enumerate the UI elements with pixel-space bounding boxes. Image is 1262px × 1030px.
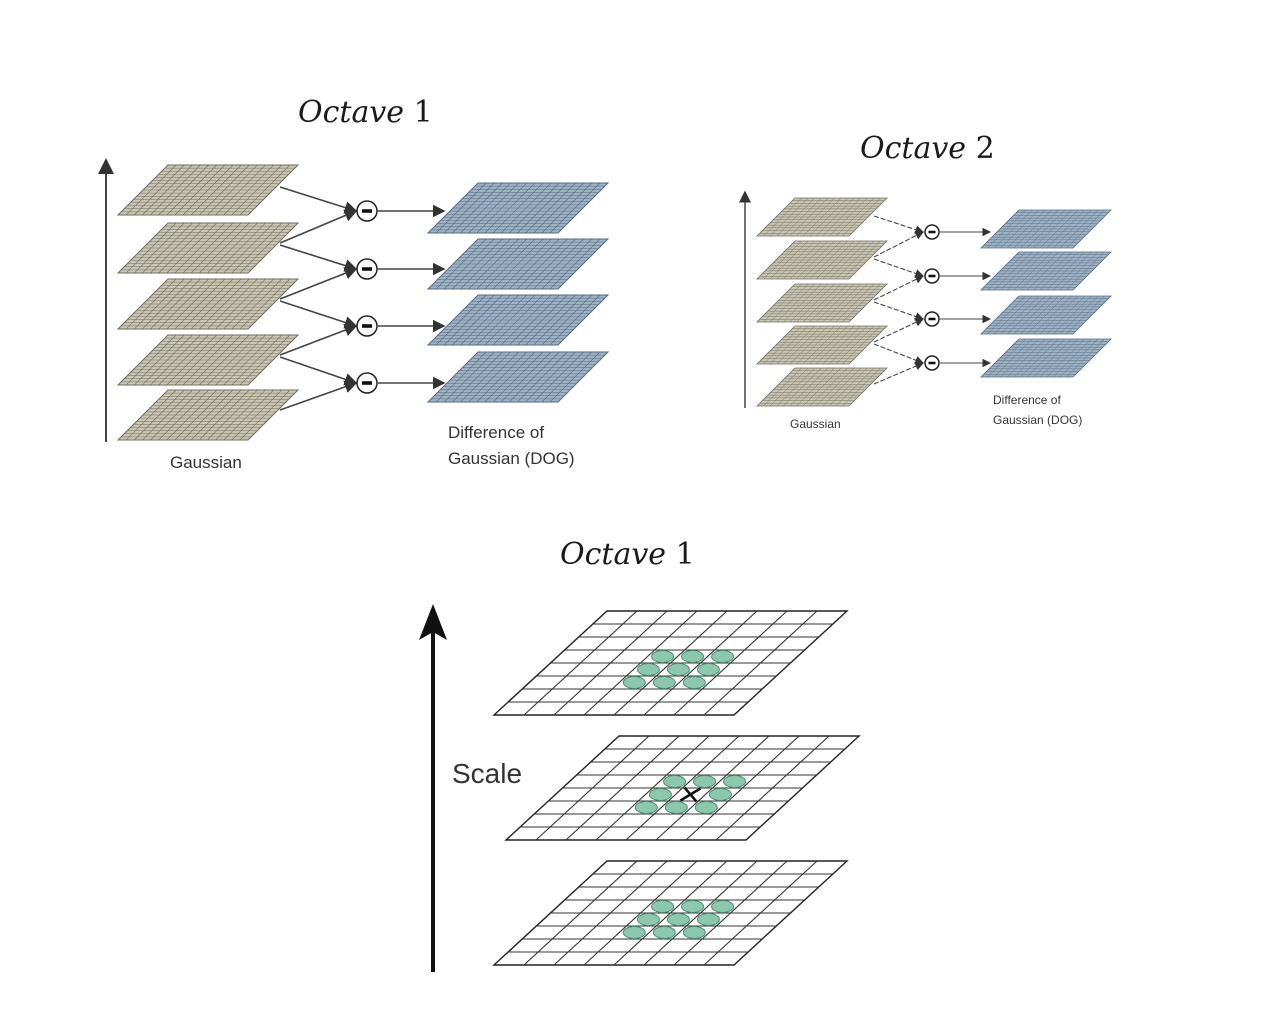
neighbor-sample bbox=[682, 676, 706, 689]
octave1-bottom-title: Octave 1 bbox=[560, 537, 695, 572]
neighbor-sample bbox=[663, 775, 687, 788]
octave2-gaussian-label: Gaussian bbox=[790, 417, 841, 431]
dog-layer bbox=[426, 238, 610, 290]
scale-axis-label: Scale bbox=[452, 758, 522, 789]
neighbor-sample bbox=[651, 900, 675, 913]
octave1-subtraction-links bbox=[279, 186, 446, 411]
octave2-dog-stack bbox=[980, 209, 1112, 378]
neighbor-sample bbox=[696, 663, 720, 676]
scale-layer bbox=[504, 735, 861, 841]
octave1-gaussian-stack bbox=[116, 164, 300, 441]
scale-axis-arrowhead bbox=[419, 604, 447, 640]
neighbor-sample bbox=[723, 775, 747, 788]
neighbor-sample bbox=[652, 926, 676, 939]
subtract-operator bbox=[356, 315, 378, 337]
octave2-title: Octave 2 bbox=[860, 131, 995, 166]
gaussian-layer bbox=[116, 389, 300, 441]
neighbor-sample bbox=[711, 900, 735, 913]
neighbor-sample bbox=[636, 913, 660, 926]
neighbor-sample bbox=[648, 788, 672, 801]
neighbor-sample bbox=[696, 913, 720, 926]
dog-layer bbox=[980, 338, 1112, 378]
dog-layer bbox=[426, 294, 610, 346]
gaussian-layer bbox=[116, 222, 300, 274]
subtract-operator bbox=[356, 372, 378, 394]
octave1-top-title: Octave 1 bbox=[298, 95, 433, 130]
gaussian-layer bbox=[756, 197, 888, 237]
neighbor-sample bbox=[708, 788, 732, 801]
octave2-dog-label-line1: Difference of bbox=[993, 393, 1061, 407]
neighbor-sample bbox=[693, 775, 717, 788]
subtract-operator bbox=[924, 268, 940, 284]
neighbor-sample bbox=[636, 663, 660, 676]
octave1-dog-label-line2: Gaussian (DOG) bbox=[448, 449, 575, 468]
neighbor-sample bbox=[622, 926, 646, 939]
neighbor-sample bbox=[651, 650, 675, 663]
subtract-operator bbox=[924, 311, 940, 327]
octave2-top-panel: Octave 2 Gaussian Difference of Gaussian… bbox=[739, 131, 1112, 431]
octave2-subtraction-links bbox=[873, 215, 992, 385]
octave2-dog-label-line2: Gaussian (DOG) bbox=[993, 413, 1082, 427]
dog-layer bbox=[426, 182, 610, 234]
center-sample-marker bbox=[679, 786, 702, 803]
scale-layer bbox=[492, 610, 849, 716]
octave1-gaussian-label: Gaussian bbox=[170, 453, 242, 472]
neighbor-sample bbox=[652, 676, 676, 689]
neighbor-sample bbox=[682, 926, 706, 939]
neighbor-sample bbox=[666, 663, 690, 676]
subtract-operator bbox=[924, 355, 940, 371]
dog-layer bbox=[980, 251, 1112, 291]
neighbor-sample bbox=[711, 650, 735, 663]
octave2-gaussian-stack bbox=[756, 197, 888, 407]
dog-layer bbox=[426, 351, 610, 403]
neighbor-sample bbox=[634, 801, 658, 814]
dog-layer bbox=[980, 295, 1112, 335]
neighbor-sample bbox=[666, 913, 690, 926]
subtract-operator bbox=[924, 224, 940, 240]
scale-layer bbox=[492, 860, 849, 966]
octave1-dog-stack bbox=[426, 182, 610, 403]
neighbor-sample bbox=[694, 801, 718, 814]
neighbor-sample bbox=[681, 650, 705, 663]
gaussian-layer bbox=[116, 278, 300, 330]
gaussian-layer bbox=[116, 334, 300, 386]
neighbor-sample bbox=[622, 676, 646, 689]
neighbor-sample bbox=[681, 900, 705, 913]
dog-layer bbox=[980, 209, 1112, 249]
octave1-dog-label-line1: Difference of bbox=[448, 423, 544, 442]
octave1-bottom-panel: Octave 1 Scale bbox=[419, 537, 861, 972]
gaussian-layer bbox=[756, 325, 888, 365]
gaussian-layer bbox=[756, 367, 888, 407]
neighbor-sample bbox=[664, 801, 688, 814]
subtract-operator bbox=[356, 258, 378, 280]
gaussian-layer bbox=[756, 283, 888, 323]
subtract-operator bbox=[356, 200, 378, 222]
neighborhood-layers bbox=[492, 610, 861, 966]
octave1-top-panel: Octave 1 Gaussian Difference of Gaussian… bbox=[98, 95, 610, 472]
gaussian-layer bbox=[116, 164, 300, 216]
gaussian-layer bbox=[756, 240, 888, 280]
